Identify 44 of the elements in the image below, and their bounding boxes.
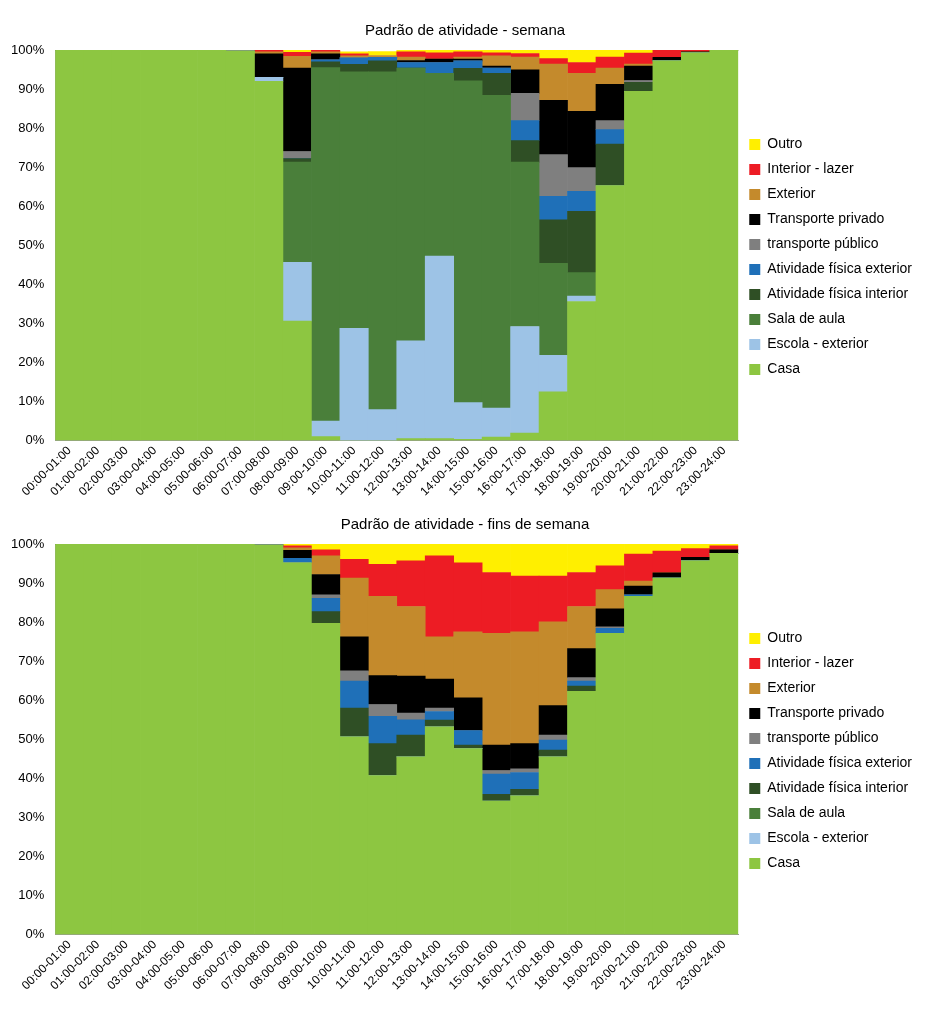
legend-label: Escola - exterior — [767, 335, 869, 352]
legend-label: Casa — [767, 854, 801, 871]
y-tick-label: 0% — [25, 926, 45, 942]
legend-label: Interior - lazer — [767, 654, 854, 671]
legend-label: transporte público — [767, 729, 879, 746]
y-tick-label: 10% — [18, 887, 45, 903]
legend-label: Exterior — [767, 679, 816, 696]
legend-label: Outro — [767, 135, 803, 152]
y-tick-label: 90% — [18, 574, 45, 590]
y-tick-label: 40% — [18, 769, 45, 785]
legend-label: Atividade física interior — [767, 779, 909, 796]
legend-label: Exterior — [767, 185, 816, 202]
legend-label: Atividade física exterior — [767, 260, 913, 277]
legend-label: Atividade física exterior — [767, 754, 913, 771]
y-tick-label: 30% — [18, 314, 45, 330]
chart-title: Padrão de atividade - semana — [364, 21, 566, 39]
legend-label: Transporte privado — [767, 210, 885, 227]
legend-label: Sala de aula — [767, 804, 846, 821]
chart-title: Padrão de atividade - fins de semana — [340, 515, 590, 533]
y-tick-label: 30% — [18, 808, 45, 824]
legend-label: Casa — [767, 360, 801, 377]
y-tick-label: 20% — [18, 848, 45, 863]
y-tick-label: 40% — [18, 275, 45, 291]
y-tick-label: 50% — [18, 730, 45, 746]
y-tick-label: 70% — [18, 158, 45, 174]
y-tick-label: 100% — [11, 535, 45, 551]
y-tick-label: 60% — [18, 197, 45, 213]
y-tick-label: 0% — [25, 432, 45, 448]
y-tick-label: 10% — [18, 393, 45, 409]
legend-label: Outro — [767, 629, 803, 646]
y-tick-label: 80% — [18, 119, 45, 135]
legend-label: Interior - lazer — [767, 160, 854, 177]
y-tick-label: 60% — [18, 691, 45, 707]
y-tick-label: 20% — [18, 354, 45, 369]
legend-label: Sala de aula — [767, 310, 846, 327]
legend-label: transporte público — [767, 235, 879, 252]
legend-label: Escola - exterior — [767, 829, 869, 846]
y-tick-label: 90% — [18, 80, 45, 96]
y-tick-label: 100% — [11, 41, 45, 57]
y-tick-label: 70% — [18, 652, 45, 668]
legend-label: Atividade física interior — [767, 285, 909, 302]
y-tick-label: 80% — [18, 613, 45, 629]
legend-label: Transporte privado — [767, 704, 885, 721]
y-tick-label: 50% — [18, 236, 45, 252]
